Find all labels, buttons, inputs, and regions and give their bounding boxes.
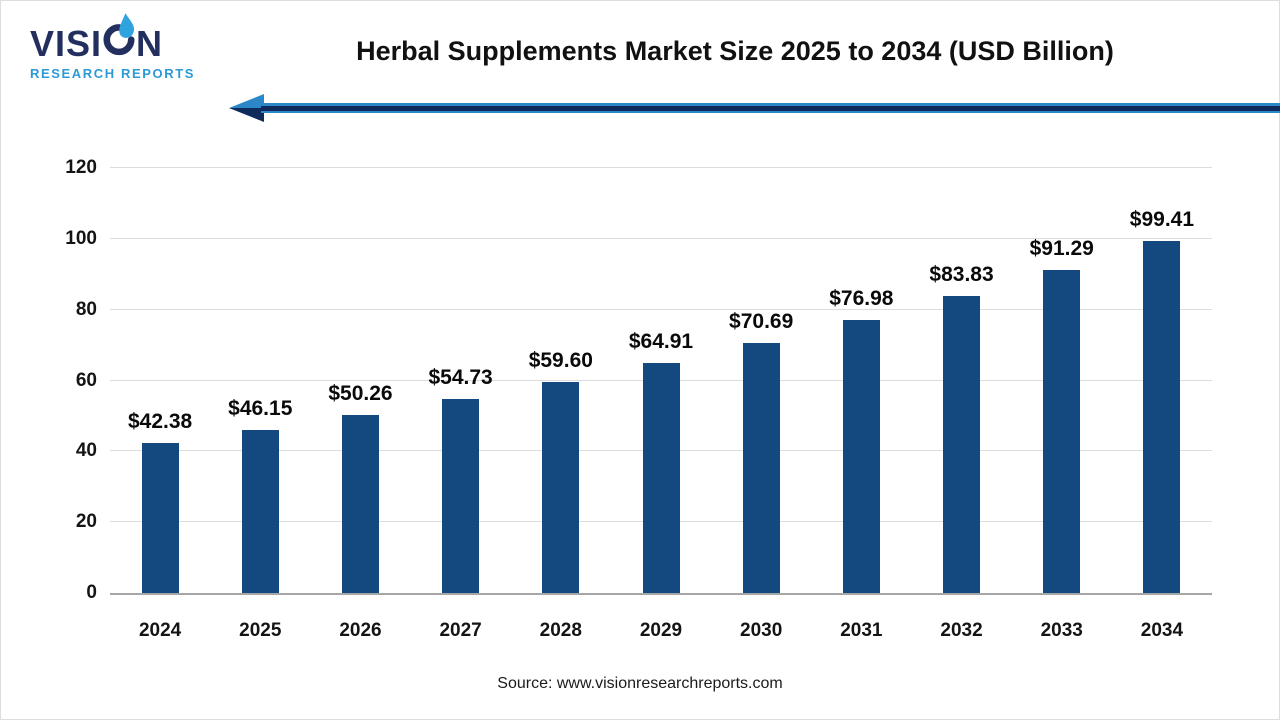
value-label-2029: $64.91 [628, 330, 694, 354]
x-tick-label-2033: 2033 [1040, 620, 1083, 641]
bar-2025 [241, 429, 279, 593]
value-label-2031: $76.98 [829, 287, 894, 311]
bar-2031 [842, 320, 880, 593]
brand-logo: VISI N RESEARCH REPORTS [30, 12, 195, 81]
value-label-2026: $50.26 [328, 382, 393, 405]
x-tick-label-2025: 2025 [239, 620, 282, 641]
logo-subtitle: RESEARCH REPORTS [30, 66, 196, 81]
bar-2027 [442, 399, 480, 593]
value-label-2025: $46.15 [228, 396, 293, 420]
x-tick-label-2028: 2028 [539, 620, 582, 641]
bar-2034 [1143, 240, 1181, 593]
bar-2032 [943, 296, 981, 593]
y-axis: 0 20 40 60 80 100 120 [0, 157, 97, 603]
x-tick-label-2024: 2024 [138, 620, 182, 641]
x-axis: 2024 2025 2026 2027 2028 2029 2030 2031 2032 2033… [110, 620, 1212, 646]
arrow-shaft [261, 103, 1280, 113]
value-label-2027: $54.73 [428, 366, 493, 390]
y-tick-label-0: 0 [86, 582, 97, 603]
bar-2030 [742, 342, 780, 593]
y-tick-label-100: 100 [65, 227, 97, 249]
logo-text-pre: VISI [30, 23, 103, 64]
logo-drop-icon [103, 13, 135, 56]
value-label-2028: $59.60 [528, 348, 593, 372]
gridline-120 [110, 167, 1212, 168]
x-tick-label-2032: 2032 [940, 620, 983, 641]
page-title: Herbal Supplements Market Size 2025 to 2… [356, 36, 1114, 66]
logo-text-post: N [136, 23, 164, 64]
source-note: Source: www.visionresearchreports.com [497, 675, 783, 692]
bar-2026 [341, 415, 379, 593]
value-label-2032: $83.83 [929, 263, 994, 287]
y-tick-label-40: 40 [75, 440, 97, 462]
y-tick-label-60: 60 [75, 369, 97, 391]
left-arrow-divider [228, 93, 1280, 123]
y-tick-label-20: 20 [75, 511, 97, 533]
gridline-80 [110, 308, 1212, 310]
y-tick-label-120: 120 [65, 157, 97, 178]
x-tick-label-2034: 2034 [1140, 620, 1184, 641]
x-tick-label-2027: 2027 [439, 620, 482, 641]
x-tick-label-2029: 2029 [639, 620, 683, 641]
value-label-2034: $99.41 [1129, 207, 1195, 231]
gridline-100 [110, 237, 1212, 239]
x-tick-label-2026: 2026 [339, 620, 382, 641]
bar-2029 [642, 363, 680, 593]
logo-wordmark: VISI N [30, 12, 195, 62]
x-tick-label-2031: 2031 [840, 620, 883, 641]
value-label-2024: $42.38 [127, 409, 193, 433]
bar-2024 [141, 442, 179, 593]
bar-2028 [542, 381, 580, 593]
bar-2033 [1043, 269, 1081, 593]
plot-area: $42.38 $46.15 $50.26 $54.73 $59.60 $64.91 $70.… [110, 167, 1212, 595]
x-tick-label-2030: 2030 [740, 620, 783, 641]
arrow-head-icon [229, 94, 264, 122]
y-tick-label-80: 80 [75, 298, 97, 320]
value-label-2033: $91.29 [1029, 236, 1094, 260]
value-label-2030: $70.69 [729, 309, 794, 333]
